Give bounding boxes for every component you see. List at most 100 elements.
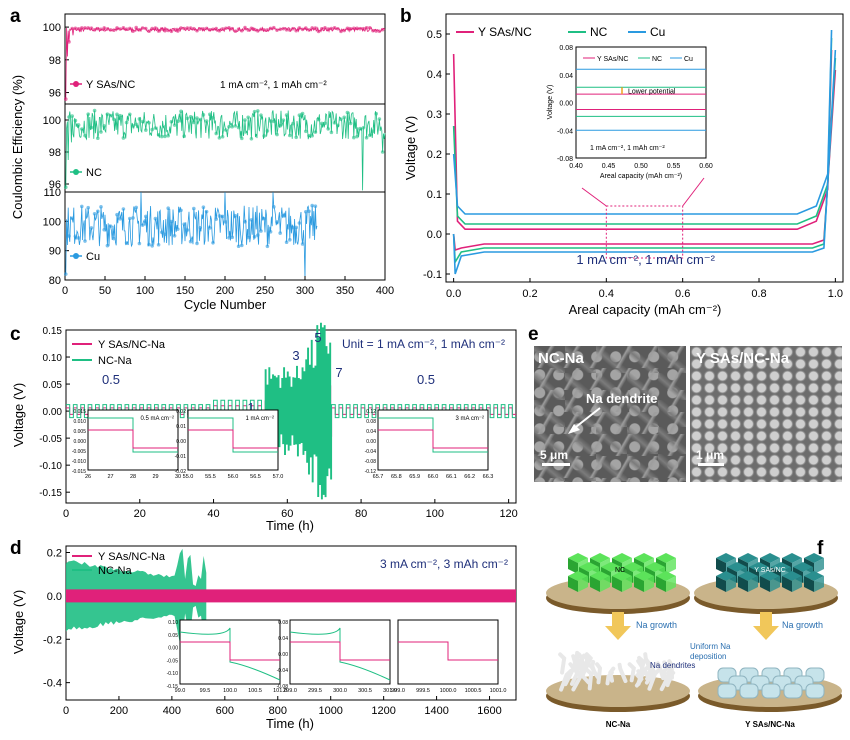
unit-label: Unit = 1 mA cm⁻², 1 mAh cm⁻² bbox=[342, 337, 505, 351]
data-point bbox=[339, 117, 343, 122]
x-tick-label: 120 bbox=[499, 508, 517, 520]
y-tick-label: 100 bbox=[43, 22, 61, 34]
inset-x-tick: 55.5 bbox=[205, 474, 216, 480]
dendrite bbox=[605, 670, 614, 686]
data-point bbox=[150, 26, 154, 31]
cube-side bbox=[770, 576, 780, 592]
data-point bbox=[246, 115, 250, 120]
data-point bbox=[147, 242, 151, 247]
data-point bbox=[185, 116, 190, 121]
y-tick-label: 0.0 bbox=[427, 229, 442, 241]
cube-side bbox=[792, 576, 802, 592]
inset-x-tick: 999.0 bbox=[391, 688, 405, 694]
data-point bbox=[89, 26, 94, 31]
scale-label-right: 1 μm bbox=[696, 448, 725, 462]
data-point bbox=[188, 115, 193, 119]
data-point bbox=[204, 209, 209, 214]
data-point bbox=[278, 231, 283, 235]
data-point bbox=[211, 241, 215, 245]
y-tick-label: 0.00 bbox=[43, 407, 63, 418]
data-point bbox=[182, 222, 186, 226]
data-point bbox=[358, 126, 363, 131]
inset-title: 0.5 mA cm⁻² bbox=[140, 416, 174, 422]
data-point bbox=[224, 220, 228, 224]
cube-side bbox=[782, 576, 792, 592]
data-point bbox=[192, 26, 196, 31]
data-point bbox=[265, 244, 270, 249]
nc-cubes bbox=[568, 553, 676, 592]
data-point bbox=[243, 118, 247, 122]
data-point bbox=[102, 26, 106, 30]
data-point bbox=[124, 241, 129, 245]
data-point bbox=[265, 28, 270, 32]
inset-x-tick: 100.0 bbox=[223, 688, 237, 694]
data-point bbox=[208, 27, 212, 32]
data-point bbox=[262, 134, 267, 138]
x-tick-label: 1200 bbox=[371, 705, 395, 717]
ysa-substrate: Y SAs/NC bbox=[694, 553, 838, 614]
data-point bbox=[201, 113, 206, 117]
x-tick-label: 0 bbox=[63, 705, 69, 717]
data-point bbox=[96, 26, 100, 31]
data-point bbox=[304, 129, 308, 134]
data-point bbox=[249, 136, 254, 141]
y-tick-label: 0.2 bbox=[47, 548, 62, 560]
data-point bbox=[92, 108, 97, 113]
cube-side bbox=[600, 576, 610, 592]
inset-y-tick: 0.00 bbox=[366, 439, 376, 445]
inset-y-tick: 0.010 bbox=[73, 419, 86, 425]
data-point bbox=[217, 136, 222, 140]
data-point bbox=[80, 26, 84, 30]
dendrite bbox=[655, 661, 666, 681]
zoom-arrow bbox=[581, 187, 607, 207]
data-point bbox=[358, 26, 363, 31]
data-point bbox=[169, 29, 174, 34]
nc-na-substrate bbox=[546, 650, 690, 712]
data-point bbox=[332, 121, 337, 125]
data-point bbox=[297, 26, 302, 30]
data-point bbox=[249, 26, 254, 31]
legend-marker bbox=[73, 81, 79, 87]
legend-label: Cu bbox=[86, 251, 100, 263]
x-axis-label: Time (h) bbox=[266, 716, 314, 731]
data-point bbox=[255, 29, 260, 33]
condition-label: 3 mA cm⁻², 3 mAh cm⁻² bbox=[380, 557, 508, 571]
inset-x-tick: 57.0 bbox=[273, 474, 284, 480]
growth-label-left: Na growth bbox=[636, 620, 677, 630]
data-point bbox=[291, 225, 295, 230]
inset-y-label: Voltage (V) bbox=[547, 85, 554, 120]
scale-bar-right bbox=[698, 463, 724, 466]
panel-label-a: a bbox=[10, 6, 21, 27]
data-point bbox=[255, 233, 260, 237]
y-tick-label: 0.05 bbox=[43, 380, 63, 391]
legend-label: Y SAs/NC bbox=[478, 25, 532, 39]
chart-d: 0 200 400 600 800 1000 1200 1400 1600 -0.4 -0.2 0.0… bbox=[11, 545, 517, 731]
data-point bbox=[70, 26, 74, 31]
data-point bbox=[188, 26, 193, 30]
cube-side bbox=[634, 576, 644, 592]
data-point bbox=[128, 26, 132, 31]
inset-x-tick: 26 bbox=[85, 474, 91, 480]
dendrite-label: Na dendrite bbox=[586, 391, 658, 406]
data-point bbox=[255, 109, 260, 113]
data-point bbox=[240, 136, 244, 141]
data-point bbox=[326, 127, 331, 131]
zoom-arrow bbox=[682, 177, 705, 207]
bottom-label-left: NC-Na bbox=[606, 720, 631, 729]
y-tick-label: 100 bbox=[43, 115, 61, 127]
y-tick-label: 0.10 bbox=[43, 353, 63, 364]
cube-side bbox=[666, 576, 676, 592]
data-point bbox=[220, 27, 225, 31]
data-point bbox=[352, 135, 356, 140]
data-point bbox=[249, 218, 254, 222]
data-point bbox=[380, 27, 385, 32]
cube-side bbox=[612, 576, 622, 592]
cube-side bbox=[644, 576, 654, 592]
cube-side bbox=[760, 576, 770, 592]
data-point bbox=[364, 135, 369, 140]
data-point bbox=[198, 27, 202, 31]
data-point bbox=[137, 241, 142, 246]
na-deposit bbox=[783, 683, 803, 699]
inset-x-tick: 301.0 bbox=[383, 688, 397, 694]
data-point bbox=[345, 110, 350, 115]
